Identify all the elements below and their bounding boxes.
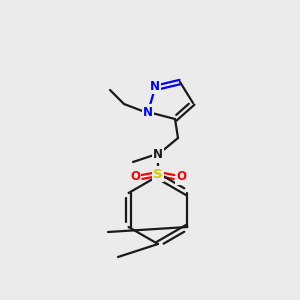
Text: N: N	[143, 106, 153, 118]
Text: N: N	[153, 148, 163, 161]
Text: O: O	[176, 170, 186, 184]
Text: S: S	[153, 167, 163, 181]
Text: N: N	[150, 80, 160, 92]
Text: O: O	[130, 170, 140, 184]
